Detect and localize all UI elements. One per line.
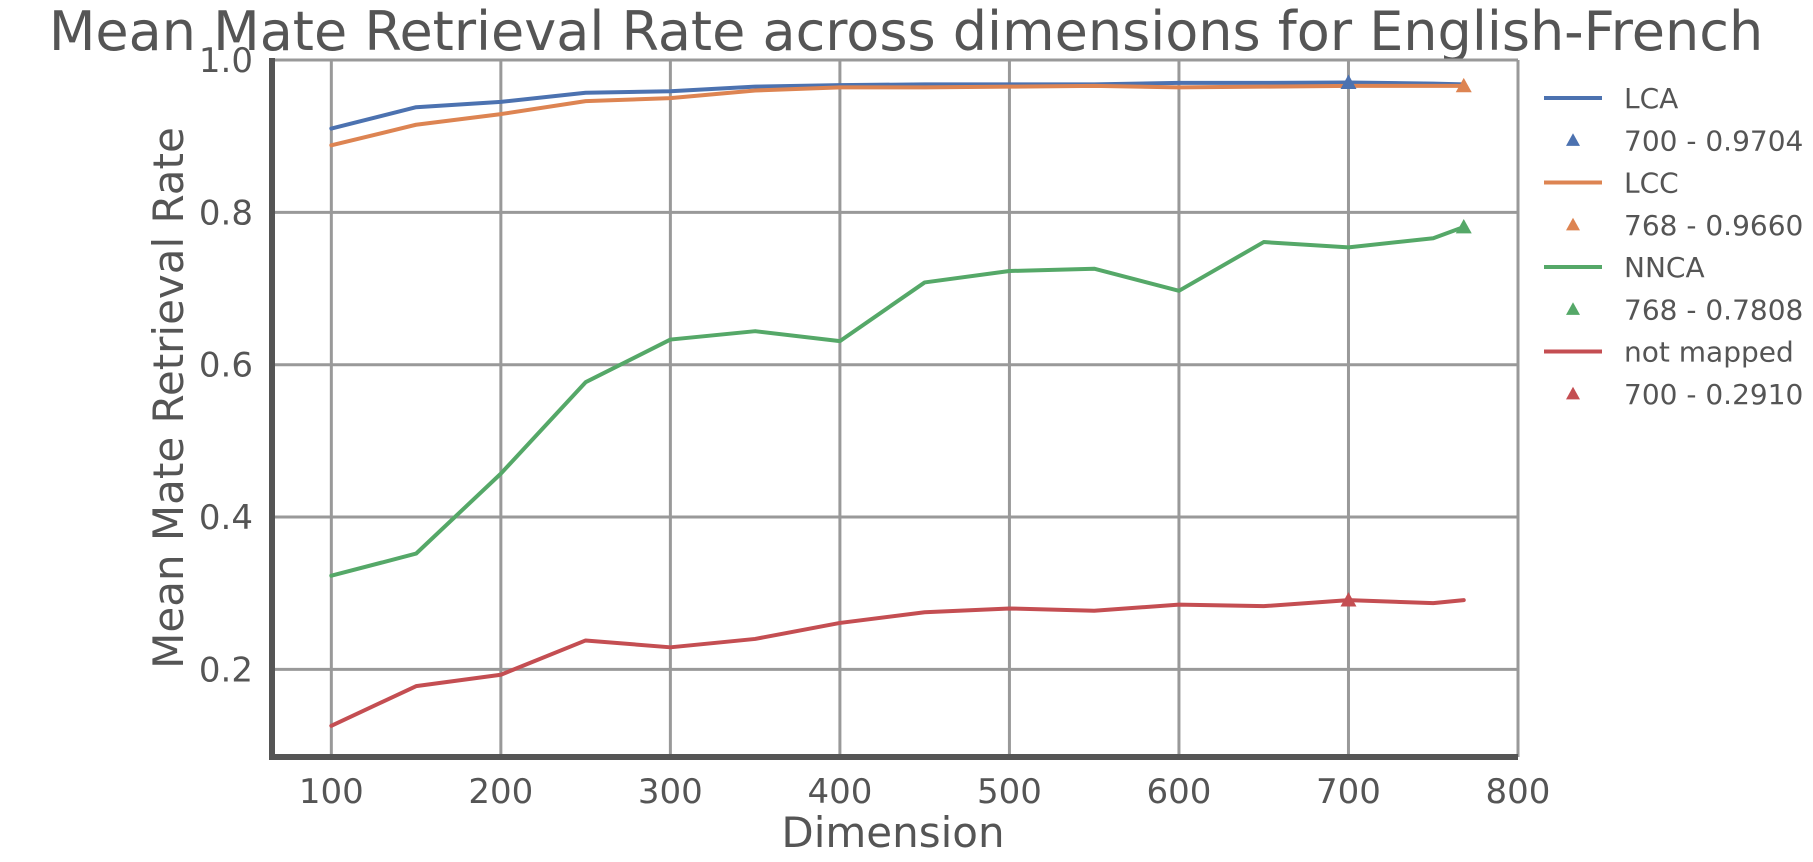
legend-marker-label: 700 - 0.9704	[1624, 124, 1803, 157]
legend-marker-swatch	[1566, 302, 1580, 315]
legend-marker-label: 700 - 0.2910	[1624, 378, 1803, 411]
grid	[272, 58, 1520, 757]
series-lines	[329, 80, 1466, 728]
series-max-marker	[1455, 218, 1472, 234]
x-tick-label: 500	[977, 772, 1042, 812]
legend: LCA 700 - 0.9704 LCC 768 - 0.9660 NNCA 768 - …	[1544, 82, 1803, 411]
x-tick-label: 700	[1316, 772, 1381, 812]
x-tick-label: 200	[468, 772, 533, 812]
series-max-marker	[1340, 74, 1357, 89]
x-tick-label: 400	[807, 772, 872, 812]
legend-entry-label: not mapped	[1624, 336, 1794, 369]
series-max-marker	[1455, 77, 1472, 93]
x-tick-label: 300	[638, 772, 703, 812]
y-tick-label: 0.2	[199, 650, 253, 690]
x-tick-label: 800	[1486, 772, 1551, 812]
chart-title: Mean Mate Retrieval Rate across dimensio…	[49, 0, 1763, 63]
y-tick-label: 0.6	[199, 346, 253, 386]
legend-marker-label: 768 - 0.9660	[1624, 209, 1803, 242]
series-markers	[1340, 74, 1472, 607]
series-line	[329, 598, 1466, 728]
legend-marker-swatch	[1566, 386, 1580, 400]
series-line	[329, 83, 1466, 148]
x-axis-label: Dimension	[781, 808, 1004, 857]
series-line	[329, 224, 1466, 578]
y-tick-label: 0.4	[199, 498, 253, 538]
legend-entry-label: NNCA	[1624, 251, 1705, 284]
y-tick-label: 1.0	[199, 41, 253, 81]
series-max-marker	[1340, 592, 1357, 607]
legend-entry-label: LCA	[1624, 82, 1678, 115]
series-line	[329, 80, 1466, 131]
x-tick-label: 100	[299, 772, 364, 812]
tick-labels: 100 200 300 400 500 600 700 800 0.2 0.4 0.6 0.8 1.0	[199, 41, 1551, 812]
legend-marker-swatch	[1566, 133, 1580, 146]
legend-entry-label: LCC	[1624, 167, 1679, 200]
axes	[269, 58, 1518, 760]
y-tick-label: 0.8	[199, 193, 253, 233]
x-tick-label: 600	[1146, 772, 1211, 812]
legend-marker-swatch	[1566, 217, 1580, 231]
legend-marker-label: 768 - 0.7808	[1624, 293, 1803, 326]
y-axis-label: Mean Mate Retrieval Rate	[144, 127, 193, 669]
